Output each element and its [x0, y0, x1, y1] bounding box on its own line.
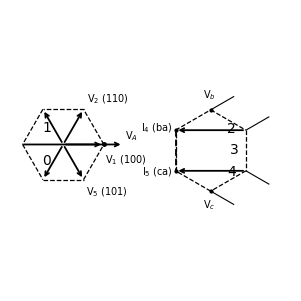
Text: V$_b$: V$_b$ — [203, 88, 216, 102]
Text: I$_5$ (ca): I$_5$ (ca) — [142, 166, 172, 179]
Text: 4: 4 — [227, 165, 236, 178]
Text: 2: 2 — [227, 123, 236, 136]
Text: 1: 1 — [42, 121, 51, 135]
Text: V$_1$ (100): V$_1$ (100) — [105, 153, 147, 166]
Text: V$_2$ (110): V$_2$ (110) — [87, 92, 129, 106]
Text: 0: 0 — [42, 154, 51, 168]
Text: V$_5$ (101): V$_5$ (101) — [86, 185, 128, 199]
Text: 3: 3 — [230, 144, 239, 157]
Text: I$_4$ (ba): I$_4$ (ba) — [141, 122, 172, 135]
Text: V$_c$: V$_c$ — [203, 199, 216, 213]
Text: V$_A$: V$_A$ — [125, 129, 138, 143]
